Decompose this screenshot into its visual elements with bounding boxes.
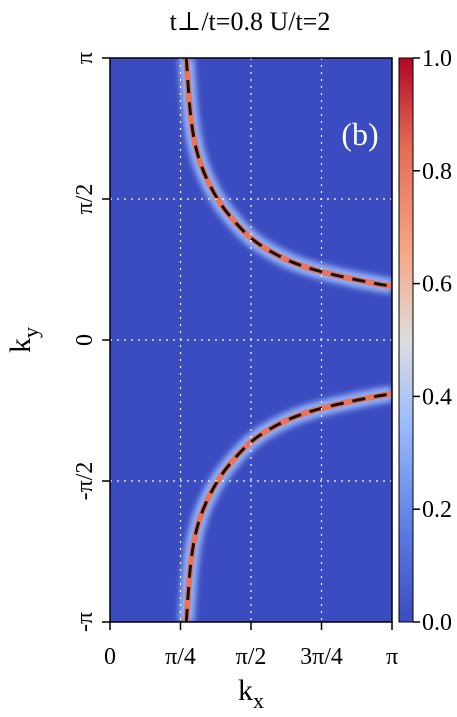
x-tick-label-2: π/2 — [236, 644, 267, 670]
y-tick-label-1: -π/2 — [72, 462, 98, 501]
grid-lines — [110, 58, 392, 622]
x-tick-label-1: π/4 — [165, 644, 196, 670]
colorbar-tick-label-0: 0.0 — [422, 610, 452, 636]
y-axis-ticks: -π -π/2 0 π/2 π — [72, 52, 110, 632]
x-axis-ticks: 0 π/4 π/2 3π/4 π — [104, 622, 398, 670]
colorbar-tick-label-3: 0.6 — [422, 272, 452, 298]
x-tick-label-3: 3π/4 — [300, 644, 343, 670]
fermi-surface-lower-dashed — [184, 392, 392, 622]
y-tick-label-0: -π — [72, 612, 98, 632]
fermi-surface-group — [178, 58, 392, 622]
panel-label: (b) — [341, 116, 378, 152]
y-tick-label-4: π — [72, 52, 98, 64]
y-axis-title: ky — [4, 327, 43, 353]
fermi-surface-upper-dashed — [184, 58, 392, 288]
chart-title: t⊥/t=0.8 U/t=2 — [170, 7, 331, 36]
colorbar-tick-label-1: 0.2 — [422, 497, 452, 523]
colorbar-tick-label-2: 0.4 — [422, 384, 452, 410]
colorbar-tick-label-4: 0.8 — [422, 159, 452, 185]
x-axis-title: kx — [238, 674, 264, 713]
x-tick-label-4: π — [386, 644, 398, 670]
y-tick-label-3: π/2 — [72, 184, 98, 215]
colorbar-ticks: 0.0 0.2 0.4 0.6 0.8 1.0 — [413, 46, 452, 636]
y-tick-label-2: 0 — [72, 334, 98, 346]
colorbar-tick-label-5: 1.0 — [422, 46, 452, 72]
colorbar — [398, 57, 414, 623]
x-tick-label-0: 0 — [104, 644, 116, 670]
